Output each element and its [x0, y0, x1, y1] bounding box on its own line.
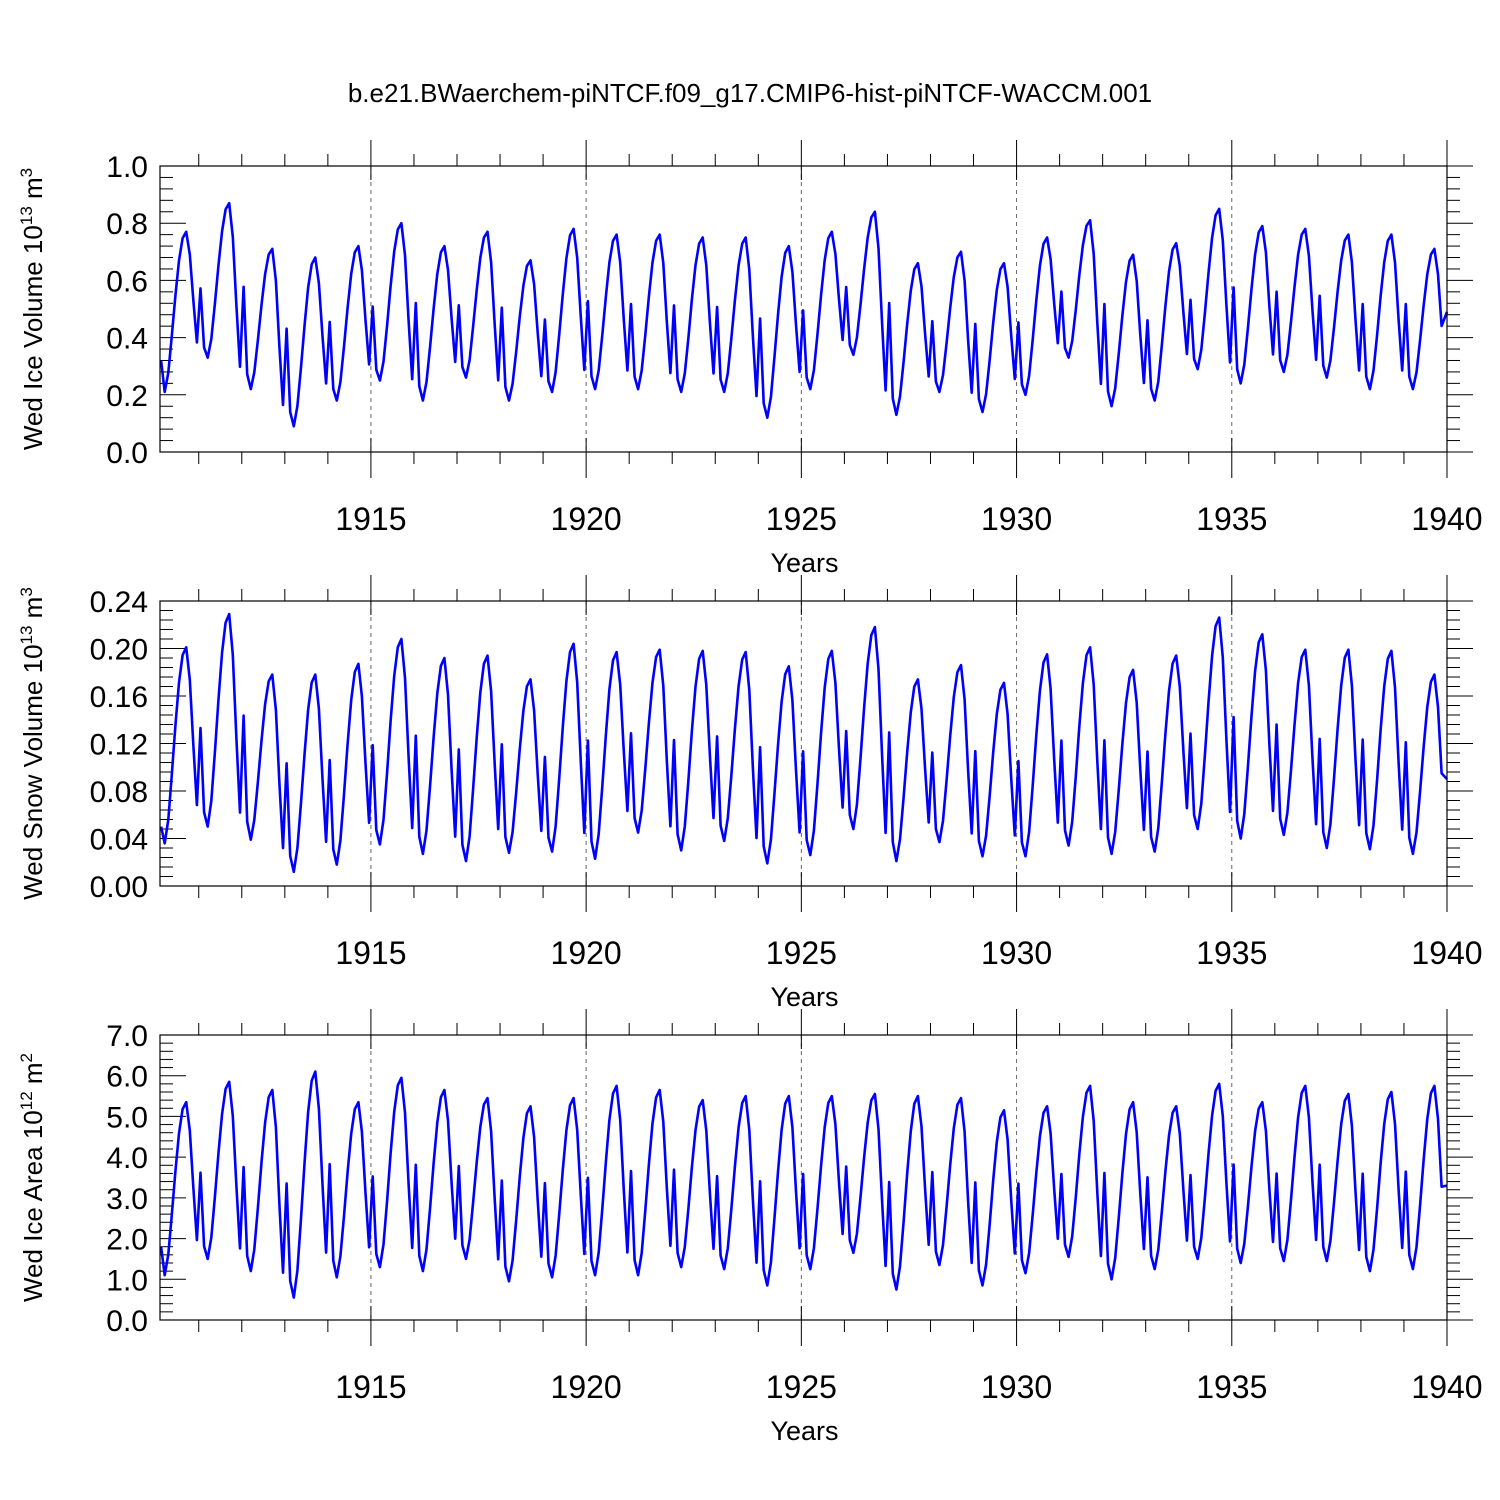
x-tick-label: 1915: [335, 501, 406, 537]
y-tick-label: 0.12: [90, 729, 148, 762]
y-tick-label: 1.0: [106, 151, 148, 184]
snow-volume-x-axis-label: Years: [770, 982, 838, 1012]
ice-area-plot-frame: [159, 1034, 1448, 1321]
ice-area-x-axis-label: Years: [770, 1416, 838, 1446]
x-tick-label: 1940: [1411, 501, 1482, 537]
snow-volume-y-axis-label: Wed Snow Volume 1013 m3: [17, 587, 48, 900]
y-tick-label: 0.0: [106, 437, 148, 470]
x-tick-label: 1915: [335, 1369, 406, 1405]
x-tick-label: 1930: [981, 935, 1052, 971]
x-tick-label: 1930: [981, 1369, 1052, 1405]
y-tick-label: 7.0: [106, 1020, 148, 1053]
x-tick-label: 1940: [1411, 935, 1482, 971]
x-tick-label: 1940: [1411, 1369, 1482, 1405]
y-tick-label: 0.0: [106, 1305, 148, 1338]
y-tick-label: 4.0: [106, 1142, 148, 1175]
y-tick-label: 0.00: [90, 871, 148, 904]
y-tick-label: 0.6: [106, 265, 148, 298]
ice-area-line: [159, 1070, 1448, 1299]
snow-volume-line: [159, 612, 1448, 874]
y-tick-label: 0.2: [106, 380, 148, 413]
x-tick-label: 1935: [1196, 501, 1267, 537]
y-tick-label: 0.04: [90, 824, 148, 857]
y-tick-label: 0.20: [90, 634, 148, 667]
y-tick-label: 0.24: [90, 586, 148, 619]
x-tick-label: 1930: [981, 501, 1052, 537]
y-tick-label: 0.8: [106, 208, 148, 241]
y-tick-label: 2.0: [106, 1224, 148, 1257]
y-tick-label: 1.0: [106, 1264, 148, 1297]
y-tick-label: 6.0: [106, 1061, 148, 1094]
y-tick-label: 0.08: [90, 776, 148, 809]
x-tick-label: 1915: [335, 935, 406, 971]
x-tick-label: 1935: [1196, 935, 1267, 971]
ice-volume-y-axis-label: Wed Ice Volume 1013 m3: [17, 168, 48, 450]
y-tick-label: 5.0: [106, 1101, 148, 1134]
figure-title: b.e21.BWaerchem-piNTCF.f09_g17.CMIP6-his…: [348, 78, 1152, 108]
panel-ice-volume: 0.0 0.2 0.4 0.6 0.8 1.0 1915 1920 1925 1930 1935 19…: [17, 140, 1483, 578]
x-tick-label: 1920: [551, 935, 622, 971]
y-tick-label: 0.16: [90, 681, 148, 714]
ice-volume-plot-frame: [159, 165, 1448, 453]
x-tick-label: 1935: [1196, 1369, 1267, 1405]
x-tick-label: 1925: [766, 501, 837, 537]
snow-volume-plot-frame: [159, 600, 1448, 887]
x-tick-label: 1920: [551, 501, 622, 537]
x-tick-label: 1920: [551, 1369, 622, 1405]
x-tick-label: 1925: [766, 935, 837, 971]
panel-ice-area: 0.0 1.0 2.0 3.0 4.0 5.0 6.0 7.0 1915 1920 1925 1930…: [17, 1009, 1483, 1446]
y-tick-label: 3.0: [106, 1183, 148, 1216]
ice-area-y-axis-label: Wed Ice Area 1012 m2: [17, 1053, 48, 1302]
panel-snow-volume: 0.00 0.04 0.08 0.12 0.16 0.20 0.24 1915 1920 1925…: [17, 575, 1483, 1012]
ice-volume-x-axis-label: Years: [770, 548, 838, 578]
ice-volume-line: [159, 201, 1449, 428]
y-tick-label: 0.4: [106, 323, 148, 356]
x-tick-label: 1925: [766, 1369, 837, 1405]
